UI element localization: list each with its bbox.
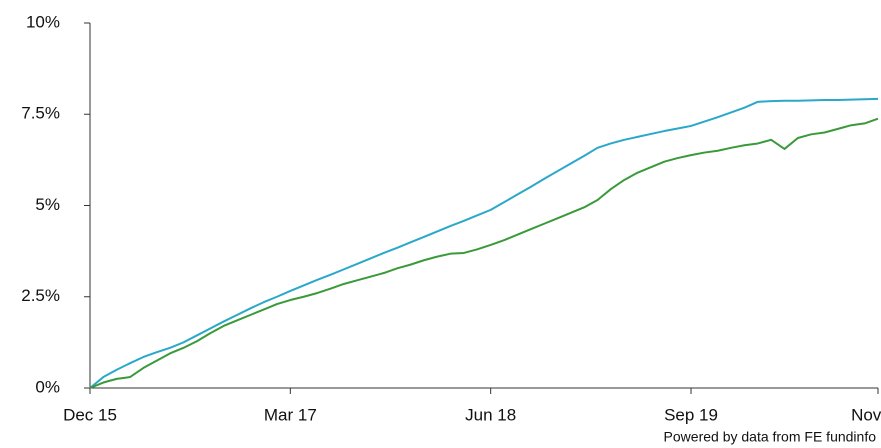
x-tick-label: Dec 15 [63,405,117,424]
y-tick-label: 5% [35,195,60,214]
y-tick-label: 2.5% [21,286,60,305]
y-tick-label: 10% [26,12,60,31]
series-line [89,97,879,389]
x-tick-label: Jun 18 [465,405,516,424]
series-line [89,117,879,389]
x-tick-label: Sep 19 [664,405,718,424]
y-tick-label: 7.5% [21,104,60,123]
x-tick-label: Mar 17 [264,405,317,424]
source-note: Powered by data from FE fundinfo [664,429,877,445]
y-tick-label: 0% [35,377,60,396]
x-tick-label: Nov 20 [851,405,881,424]
